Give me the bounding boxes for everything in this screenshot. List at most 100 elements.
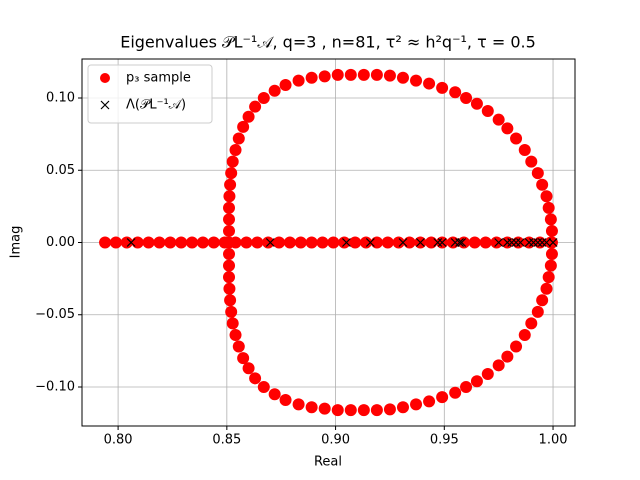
- sample-point: [305, 71, 318, 84]
- y-tick-label: −0.10: [35, 379, 75, 394]
- sample-point: [283, 236, 296, 249]
- sample-point: [305, 236, 318, 249]
- sample-point: [175, 236, 188, 249]
- sample-point: [540, 282, 553, 295]
- x-tick-label: 0.90: [321, 433, 350, 448]
- sample-point: [357, 68, 370, 81]
- sample-point: [294, 236, 307, 249]
- sample-point: [531, 305, 544, 318]
- sample-point: [410, 74, 423, 87]
- sample-point: [318, 402, 331, 415]
- sample-point: [109, 236, 122, 249]
- sample-point: [396, 71, 409, 84]
- sample-point: [237, 352, 250, 365]
- y-tick-label: 0.10: [46, 91, 75, 106]
- sample-point: [501, 122, 514, 135]
- sample-point: [262, 236, 275, 249]
- sample-point: [249, 372, 262, 385]
- eigenvalue-marker: [507, 238, 517, 247]
- eigenvalue-marker: [515, 238, 525, 247]
- sample-point: [447, 236, 460, 249]
- sample-point: [305, 401, 318, 414]
- sample-point: [531, 167, 544, 180]
- sample-point: [229, 144, 242, 157]
- sample-point: [423, 77, 436, 90]
- sample-point: [292, 398, 305, 411]
- eigenvalue-marker: [511, 238, 521, 247]
- sample-point: [223, 190, 236, 203]
- sample-point: [518, 144, 531, 157]
- sample-point: [223, 224, 236, 237]
- sample-point: [436, 81, 449, 94]
- sample-point: [470, 375, 483, 388]
- sample-point: [360, 236, 373, 249]
- sample-point: [423, 395, 436, 408]
- sample-point: [249, 100, 262, 113]
- sample-point: [518, 328, 531, 341]
- sample-point: [468, 236, 481, 249]
- legend-label: Λ(𝒫L⁻¹𝒜): [126, 98, 186, 113]
- sample-point: [229, 328, 242, 341]
- sample-point: [120, 236, 133, 249]
- plot-frame: [81, 58, 576, 427]
- eigenvalue-marker: [537, 238, 547, 247]
- sample-point: [257, 380, 270, 393]
- sample-point: [545, 224, 558, 237]
- sample-point: [501, 350, 514, 363]
- sample-point: [344, 404, 357, 417]
- sample-point: [331, 68, 344, 81]
- sample-point: [251, 236, 264, 249]
- sample-point: [142, 236, 155, 249]
- x-axis-label: Real: [314, 455, 342, 470]
- sample-point: [533, 236, 546, 249]
- eigenvalue-marker: [265, 238, 275, 247]
- sample-point: [510, 340, 523, 353]
- sample-point: [164, 236, 177, 249]
- sample-point: [525, 155, 538, 168]
- sample-point: [229, 236, 242, 249]
- sample-point: [225, 167, 238, 180]
- sample-point: [383, 69, 396, 82]
- sample-point: [512, 236, 525, 249]
- eigenvalue-marker: [365, 238, 375, 247]
- sample-point: [273, 236, 286, 249]
- sample-point: [242, 110, 255, 123]
- eigenvalue-marker: [455, 238, 464, 247]
- sample-point: [544, 236, 557, 249]
- eigenvalue-marker: [433, 238, 443, 247]
- eigenvalue-marker: [398, 238, 408, 247]
- sample-point: [331, 404, 344, 417]
- y-axis-label: Imag: [9, 226, 24, 259]
- sample-point: [449, 386, 462, 399]
- sample-point: [223, 282, 236, 295]
- sample-point: [492, 359, 505, 372]
- sample-point: [223, 201, 236, 214]
- sample-point: [223, 271, 236, 284]
- sample-point: [240, 236, 253, 249]
- sample-point: [207, 236, 220, 249]
- sample-point: [225, 305, 238, 318]
- sample-point: [544, 259, 557, 272]
- eigenvalue-marker: [437, 238, 447, 247]
- sample-point: [410, 398, 423, 411]
- x-tick-label: 0.95: [430, 433, 459, 448]
- sample-point: [370, 236, 383, 249]
- sample-point: [545, 248, 558, 261]
- sample-point: [481, 105, 494, 118]
- sample-point: [242, 362, 255, 375]
- sample-point: [460, 92, 473, 105]
- x-tick-label: 0.80: [104, 433, 133, 448]
- sample-point: [392, 236, 405, 249]
- x-tick-label: 0.85: [212, 433, 241, 448]
- sample-point: [540, 190, 553, 203]
- legend-marker: [100, 73, 110, 83]
- sample-point: [318, 70, 331, 83]
- sample-point: [479, 236, 492, 249]
- sample-point: [525, 317, 538, 330]
- sample-point: [544, 213, 557, 226]
- sample-point: [316, 236, 329, 249]
- sample-point: [396, 401, 409, 414]
- sample-point: [403, 236, 416, 249]
- chart-title: Eigenvalues 𝒫L⁻¹𝒜, q=3 , n=81, τ² ≈ h²q⁻…: [120, 33, 536, 52]
